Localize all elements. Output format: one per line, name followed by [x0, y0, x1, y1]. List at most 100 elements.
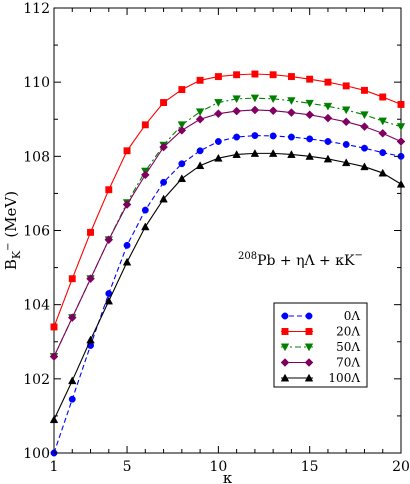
data-point [342, 141, 350, 148]
data-point [232, 95, 241, 104]
data-point [268, 95, 278, 104]
data-point [341, 158, 351, 167]
data-point [141, 121, 149, 129]
y-axis-title-subscript: K [10, 250, 23, 259]
data-point [305, 99, 314, 108]
x-tick-label: 10 [209, 459, 227, 475]
data-point [379, 149, 387, 157]
y-axis-title: BK− (MeV) [2, 191, 23, 270]
data-point [287, 108, 296, 117]
data-point [281, 328, 289, 335]
data-point [360, 162, 369, 171]
data-point [341, 106, 351, 115]
x-axis-title: κ [223, 469, 233, 484]
data-point [305, 110, 315, 120]
data-point [68, 275, 76, 283]
data-point [323, 154, 333, 163]
legend-entry: 70Λ [280, 356, 360, 370]
data-point [177, 126, 187, 135]
data-point [323, 102, 333, 111]
y-axis-title-superscript: − [3, 242, 14, 250]
y-tick-label: 102 [23, 372, 50, 388]
data-point [123, 147, 131, 155]
data-point [232, 106, 241, 116]
data-point [360, 111, 369, 120]
data-point [250, 94, 260, 103]
data-point [287, 73, 295, 81]
data-point [214, 153, 223, 162]
data-point [269, 132, 277, 140]
legend-entry: 20Λ [281, 325, 360, 339]
legend-entry: 0Λ [281, 309, 360, 323]
legend-label: 0Λ [344, 309, 361, 323]
data-point [323, 113, 333, 123]
data-point [287, 150, 296, 158]
data-point [195, 161, 205, 170]
data-point [397, 100, 405, 108]
legend-label: 20Λ [336, 325, 360, 339]
series-layer [49, 70, 406, 457]
y-tick-label: 100 [23, 446, 50, 462]
data-point [177, 121, 187, 130]
x-tick-label: 1 [50, 459, 59, 475]
data-point [287, 97, 296, 106]
data-point [361, 144, 368, 152]
data-point [195, 108, 205, 117]
data-point [269, 71, 277, 79]
y-tick-label: 112 [23, 1, 50, 17]
data-point [250, 149, 260, 157]
data-point [280, 358, 290, 367]
data-point [360, 122, 369, 132]
data-point [324, 78, 332, 86]
data-point [196, 147, 204, 155]
data-point [379, 93, 387, 101]
data-point [178, 160, 186, 168]
data-point [195, 114, 205, 124]
data-point [214, 109, 223, 119]
data-point [67, 313, 77, 322]
data-point [396, 179, 406, 188]
data-point [86, 335, 95, 344]
annotation-mass-number: 208 [238, 251, 257, 262]
data-point [49, 352, 59, 361]
data-point [196, 76, 204, 84]
data-point [268, 149, 278, 157]
series-100Λ [49, 149, 406, 424]
series-line [53, 135, 402, 454]
legend-entry: 50Λ [280, 340, 360, 354]
data-point [341, 117, 351, 127]
data-point [268, 106, 278, 116]
y-tick-label: 106 [23, 224, 50, 240]
data-point [68, 376, 77, 385]
data-point [342, 82, 350, 90]
x-axis: 1 5 10 15 20 [50, 8, 410, 475]
x-tick-label: 20 [392, 459, 410, 475]
y-tick-label: 104 [23, 298, 50, 314]
data-point [214, 138, 222, 145]
data-point [324, 138, 332, 145]
x-tick-label: 5 [123, 459, 132, 475]
data-point [49, 415, 59, 424]
data-point [305, 152, 314, 160]
data-point [178, 86, 186, 94]
data-point [281, 312, 289, 320]
data-point [396, 137, 406, 146]
annotation-charge: − [354, 250, 362, 261]
data-point [160, 99, 168, 107]
data-point [141, 222, 150, 231]
data-point [280, 343, 290, 352]
y-tick-label: 110 [23, 75, 50, 91]
data-point [233, 133, 241, 141]
legend-label: 70Λ [336, 356, 360, 370]
data-point [304, 358, 314, 367]
data-point [122, 200, 132, 209]
data-point [233, 71, 241, 79]
y-tick-label: 108 [23, 149, 50, 165]
legend-label: 100Λ [328, 371, 360, 385]
data-point [104, 235, 114, 245]
data-point [304, 373, 314, 382]
data-point [306, 75, 314, 83]
